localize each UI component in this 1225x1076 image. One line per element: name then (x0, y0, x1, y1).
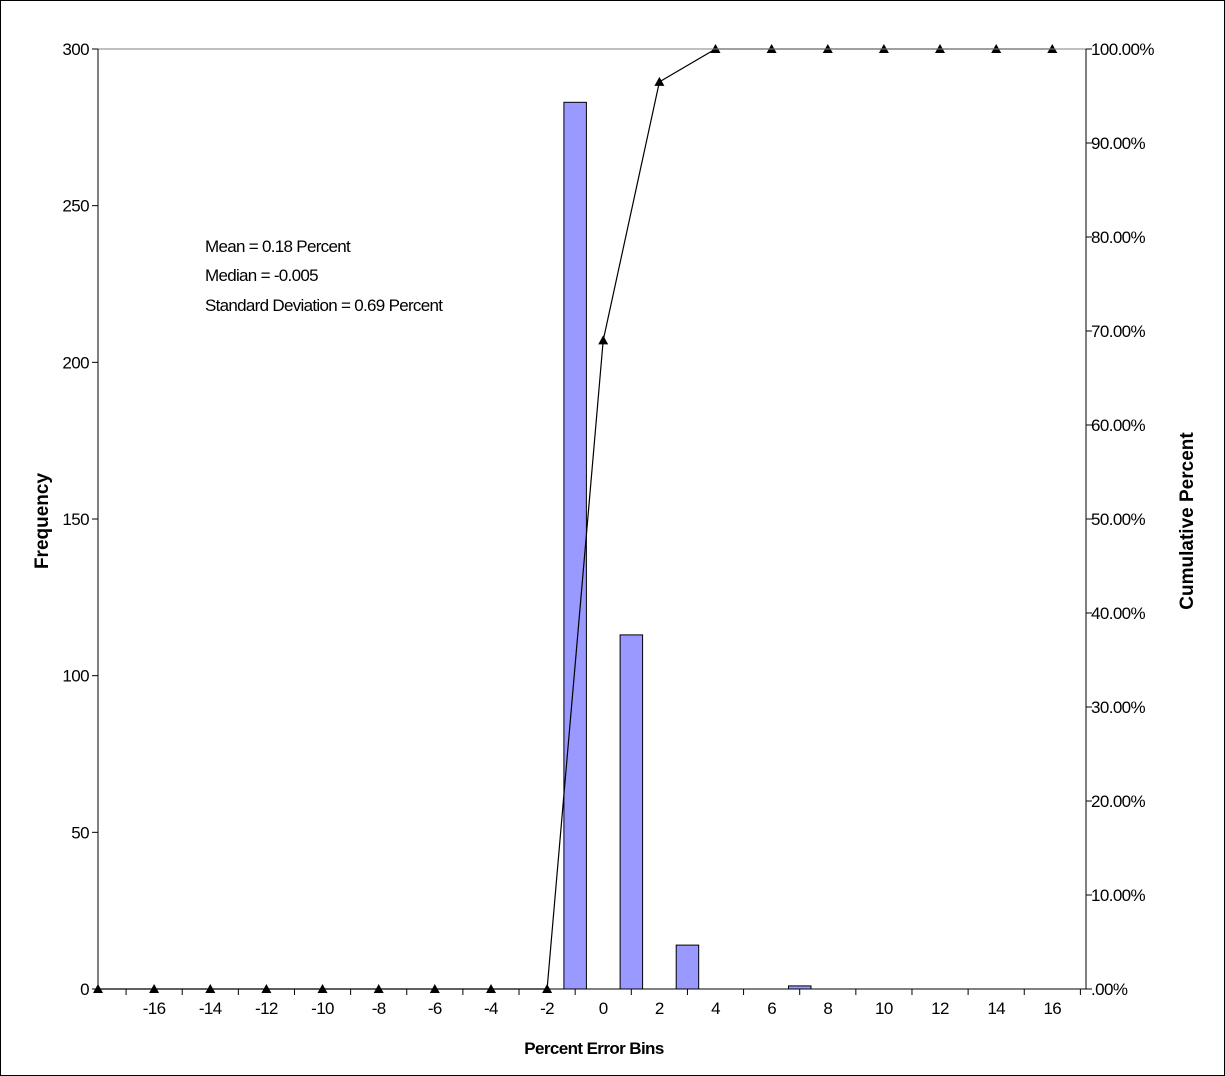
x-tick-label-15: 14 (987, 999, 1005, 1018)
left-tick-label-6: 300 (62, 40, 89, 59)
x-tick-label-6: -4 (484, 999, 498, 1018)
left-tick-label-0: 0 (80, 980, 89, 999)
x-tick-label-8: 0 (599, 999, 608, 1018)
x-tick-label-0: -16 (143, 999, 166, 1018)
x-tick-label-13: 10 (875, 999, 893, 1018)
cumulative-point-9 (598, 335, 609, 345)
annotation-std-dev: Standard Deviation = 0.69 Percent (205, 296, 443, 315)
right-tick-label-2: 20.00% (1091, 792, 1146, 811)
right-tick-label-8: 80.00% (1091, 228, 1146, 247)
y2-axis-title: Cumulative Percent (1177, 432, 1198, 610)
right-tick-label-10: 100.00% (1091, 40, 1154, 59)
annotation-median: Median = -0.005 (205, 266, 318, 285)
cumulative-point-10 (654, 76, 665, 86)
axes (97, 48, 1087, 990)
frequency-bars (563, 101, 812, 990)
x-tick-label-4: -8 (372, 999, 386, 1018)
y-axis-title: Frequency (32, 473, 53, 570)
right-tick-label-6: 60.00% (1091, 416, 1146, 435)
right-axis-ticks: .00% 10.00% 20.00% 30.00% 40.00% 50.00% 60.00%… (1086, 40, 1155, 999)
bar-0 (563, 101, 587, 990)
x-tick-label-11: 6 (767, 999, 776, 1018)
x-tick-label-16: 16 (1043, 999, 1061, 1018)
left-axis-ticks: 0 50 100 150 200 250 300 (62, 40, 98, 999)
bar-2 (675, 944, 700, 990)
right-tick-label-4: 40.00% (1091, 604, 1146, 623)
x-tick-label-3: -10 (311, 999, 334, 1018)
x-tick-label-2: -12 (255, 999, 278, 1018)
right-tick-label-3: 30.00% (1091, 698, 1146, 717)
right-tick-label-7: 70.00% (1091, 322, 1146, 341)
x-tick-label-10: 4 (711, 999, 720, 1018)
right-tick-label-9: 90.00% (1091, 134, 1146, 153)
bar-1 (619, 634, 644, 990)
right-tick-label-5: 50.00% (1091, 510, 1146, 529)
x-tick-label-5: -6 (428, 999, 442, 1018)
left-tick-label-4: 200 (62, 353, 89, 372)
left-tick-label-2: 100 (62, 667, 89, 686)
right-tick-label-0: .00% (1091, 980, 1128, 999)
annotation-mean: Mean = 0.18 Percent (205, 237, 351, 256)
left-tick-label-3: 150 (62, 510, 89, 529)
x-tick-label-9: 2 (655, 999, 664, 1018)
x-tick-label-12: 8 (823, 999, 832, 1018)
x-axis-ticks: -16 -14 -12 -10 -8 -6 -4 -2 0 2 4 6 8 10 12 14 16 (125, 989, 1081, 1018)
x-tick-label-14: 12 (931, 999, 949, 1018)
x-tick-label-7: -2 (540, 999, 554, 1018)
x-tick-label-1: -14 (199, 999, 222, 1018)
left-tick-label-1: 50 (71, 823, 89, 842)
left-tick-label-5: 250 (62, 197, 89, 216)
right-tick-label-1: 10.00% (1091, 886, 1146, 905)
x-axis-title: Percent Error Bins (524, 1039, 664, 1058)
